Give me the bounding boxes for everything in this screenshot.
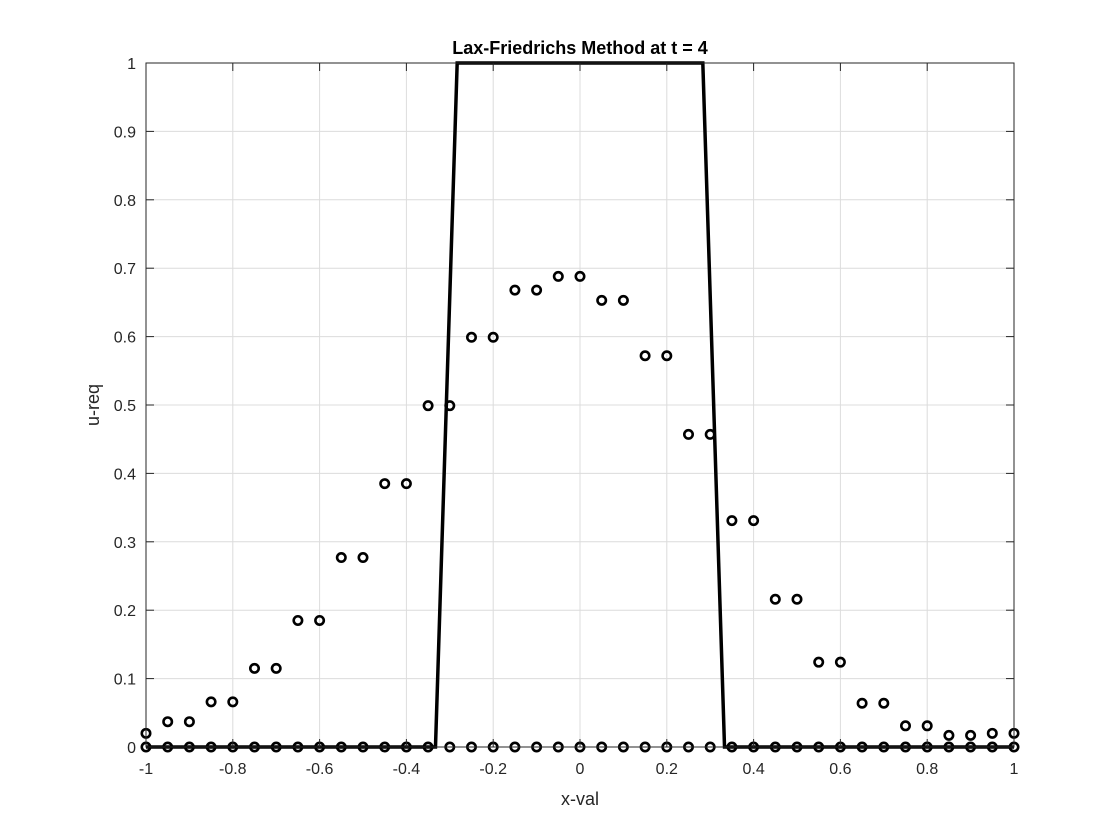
series-1-marker <box>617 294 629 306</box>
x-tick-labels: -1 -0.8 -0.6 -0.4 -0.2 0 0.2 0.4 0.6 0.8 1 <box>139 761 1019 778</box>
x-tick-label: -1 <box>139 761 153 778</box>
series-1-marker <box>249 662 261 674</box>
y-tick-label: 0.6 <box>114 330 136 347</box>
series-1-marker <box>596 294 608 306</box>
series-1-marker <box>921 720 933 732</box>
y-tick-label: 1 <box>127 56 136 73</box>
x-tick-label: -0.8 <box>219 761 247 778</box>
series-1-marker <box>379 478 391 490</box>
series-1-marker <box>487 331 499 343</box>
y-tick-label: 0.4 <box>114 466 136 483</box>
series-1-marker <box>899 720 911 732</box>
y-axis-label: u-req <box>83 384 103 426</box>
x-tick-label: -0.4 <box>393 761 421 778</box>
plot-area <box>140 61 1020 753</box>
series-1-marker <box>465 331 477 343</box>
series-1-marker <box>509 284 521 296</box>
y-tick-label: 0.3 <box>114 535 136 552</box>
y-tick-label: 0 <box>127 740 136 757</box>
y-tick-label: 0.1 <box>114 672 136 689</box>
y-tick-labels: 0 0.1 0.2 0.3 0.4 0.5 0.6 0.7 0.8 0.9 1 <box>114 56 136 757</box>
series-1-marker <box>205 696 217 708</box>
series-1-marker <box>682 428 694 440</box>
chart-title: Lax-Friedrichs Method at t = 4 <box>452 38 708 58</box>
series-1-marker <box>769 593 781 605</box>
x-axis-label: x-val <box>561 789 599 809</box>
x-tick-label: 0.8 <box>916 761 938 778</box>
series-1-marker <box>444 400 456 412</box>
series-1-marker <box>270 662 282 674</box>
tick-marks-layer <box>145 62 1015 748</box>
series-1-marker <box>748 515 760 527</box>
x-tick-label: 0 <box>576 761 585 778</box>
series-1-marker <box>639 350 651 362</box>
x-tick-label: 1 <box>1010 761 1019 778</box>
series-1-marker <box>791 593 803 605</box>
y-tick-label: 0.2 <box>114 603 136 620</box>
y-tick-label: 0.7 <box>114 261 136 278</box>
x-tick-label: 0.6 <box>829 761 851 778</box>
series-1-marker <box>878 697 890 709</box>
y-tick-label: 0.9 <box>114 124 136 141</box>
x-tick-label: -0.6 <box>306 761 334 778</box>
series-1-marker <box>813 656 825 668</box>
series-1-marker <box>183 716 195 728</box>
series-1-marker <box>314 614 326 626</box>
series-1-marker <box>986 727 998 739</box>
series-1-marker <box>162 716 174 728</box>
series-1-marker <box>726 515 738 527</box>
series-1-marker <box>661 350 673 362</box>
series-1-marker <box>574 270 586 282</box>
series-1-marker <box>834 656 846 668</box>
series-1-marker <box>943 729 955 741</box>
series-1-marker <box>531 284 543 296</box>
series-1-marker <box>552 270 564 282</box>
series-1-marker <box>704 428 716 440</box>
x-tick-label: 0.2 <box>656 761 678 778</box>
series-1-marker <box>357 552 369 564</box>
series-1-marker <box>400 478 412 490</box>
series-1-marker <box>965 729 977 741</box>
y-tick-label: 0.8 <box>114 193 136 210</box>
series-1-marker <box>422 400 434 412</box>
series-1-marker <box>292 614 304 626</box>
series-1-marker <box>227 696 239 708</box>
x-tick-label: -0.2 <box>479 761 507 778</box>
series-1-marker <box>856 697 868 709</box>
y-tick-label: 0.5 <box>114 398 136 415</box>
series-1-marker <box>335 552 347 564</box>
x-tick-label: 0.4 <box>742 761 764 778</box>
